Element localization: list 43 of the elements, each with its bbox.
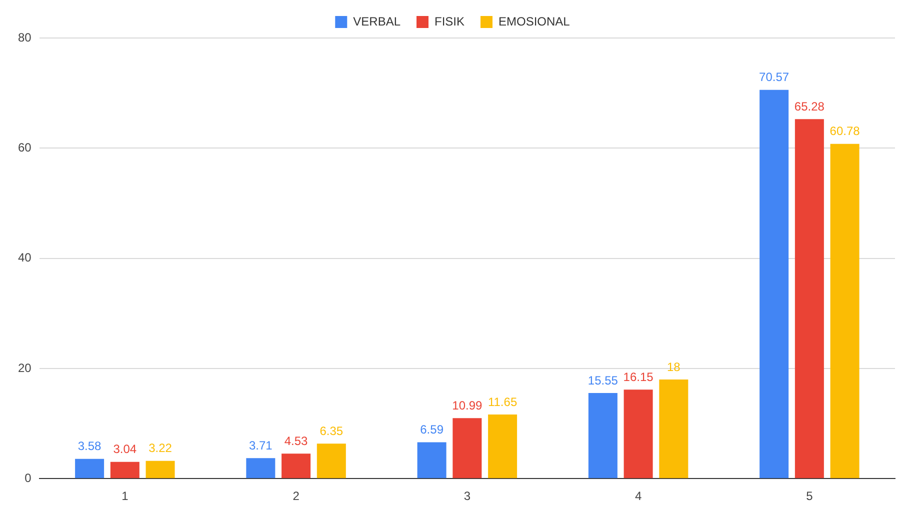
x-tick-label: 5	[806, 489, 814, 504]
bar	[282, 454, 311, 478]
x-tick-label: 2	[292, 489, 300, 504]
data-label: 16.15	[623, 370, 654, 384]
data-label: 6.59	[420, 422, 444, 437]
data-label: 65.28	[794, 99, 825, 114]
data-label: 6.35	[320, 424, 344, 438]
data-label: 3.04	[113, 442, 137, 456]
y-tick-label: 40	[18, 250, 32, 265]
x-tick-label: 3	[464, 489, 471, 504]
bar	[830, 144, 860, 478]
data-label: 70.57	[759, 70, 790, 84]
x-tick-label: 4	[634, 489, 642, 504]
data-label: 15.55	[588, 373, 618, 388]
x-tick-label: 1	[122, 489, 129, 504]
legend-label: EMOSIONAL	[498, 14, 570, 28]
bar	[588, 392, 618, 478]
data-label: 60.78	[830, 124, 860, 138]
y-tick-label: 0	[24, 470, 32, 485]
bar	[316, 444, 346, 478]
data-label: 18	[666, 360, 681, 374]
y-tick-label: 20	[18, 360, 32, 375]
data-label: 10.99	[452, 398, 483, 412]
bar	[417, 442, 446, 478]
bar	[760, 90, 789, 478]
data-label: 3.22	[148, 441, 172, 456]
bar	[794, 119, 824, 478]
data-label: 11.65	[488, 394, 518, 409]
data-label: 3.58	[78, 439, 102, 454]
bar	[452, 418, 482, 478]
bar	[488, 414, 518, 478]
bar	[110, 462, 140, 478]
bar	[659, 379, 688, 478]
y-tick-label: 80	[18, 30, 32, 44]
data-label: 4.53	[284, 434, 308, 448]
legend-label: FISIK	[434, 14, 465, 28]
bar	[75, 458, 104, 478]
y-tick-label: 60	[18, 140, 32, 154]
bar	[146, 460, 175, 478]
bar	[624, 390, 653, 478]
data-label: 3.71	[248, 438, 273, 452]
legend-label: VERBAL	[353, 14, 401, 28]
bar	[246, 458, 276, 478]
